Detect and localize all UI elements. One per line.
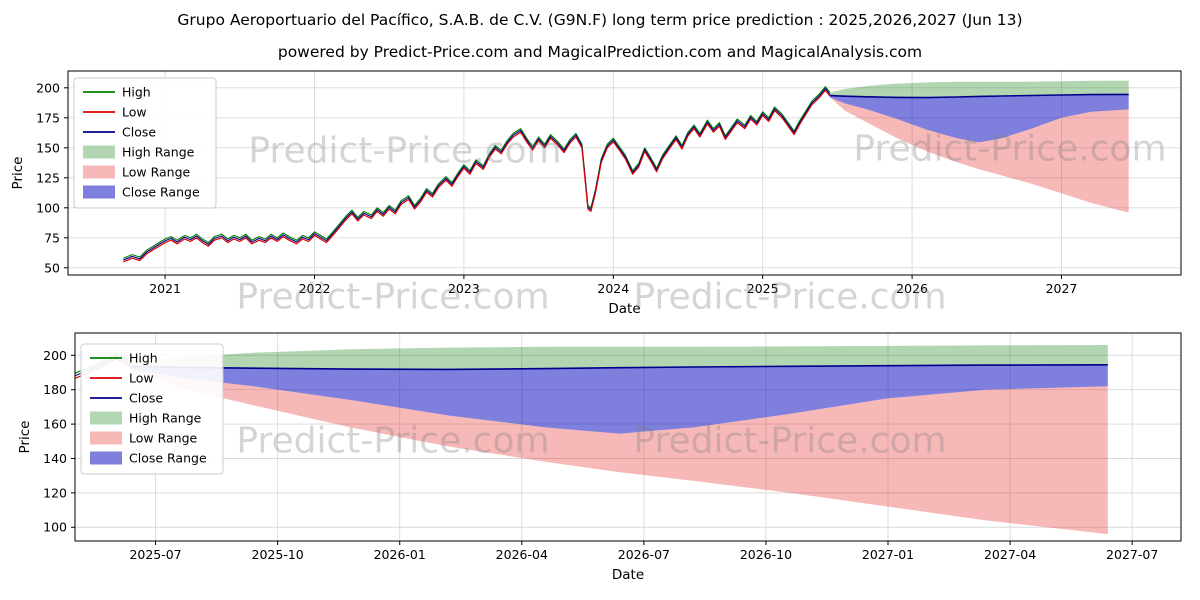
- prediction-chart-ylabel: Price: [17, 421, 33, 454]
- svg-text:2026-10: 2026-10: [740, 547, 792, 562]
- svg-text:50: 50: [44, 260, 60, 275]
- svg-text:2024: 2024: [597, 281, 629, 296]
- svg-text:2025-07: 2025-07: [129, 547, 181, 562]
- legend-label: High Range: [122, 145, 195, 160]
- main-chart-grid: [68, 71, 1181, 275]
- svg-text:2022: 2022: [299, 281, 331, 296]
- legend-label: Low Range: [122, 165, 191, 180]
- main-chart-low-range-band: [829, 97, 1129, 213]
- prediction-chart-high-range-band: [131, 345, 1108, 370]
- svg-text:100: 100: [36, 200, 60, 215]
- legend-label: High Range: [129, 411, 202, 426]
- prediction-chart-tick-labels: 2025-07 2025-10 2026-01 2026-04 2026-07 2026-…: [43, 348, 1158, 562]
- main-chart-spines: [67, 70, 1182, 276]
- svg-text:120: 120: [43, 485, 67, 500]
- legend-label: High: [122, 85, 151, 100]
- main-chart-high-range-band: [829, 80, 1129, 98]
- legend-label: Low: [129, 371, 154, 386]
- svg-text:2026-04: 2026-04: [496, 547, 548, 562]
- legend-label: Close Range: [122, 185, 200, 200]
- main-chart: 2021 2022 2023 2024 2025 2026 2027 50 75 100 125 15…: [10, 70, 1182, 317]
- legend-label: Close: [129, 391, 163, 406]
- svg-text:2025-10: 2025-10: [252, 547, 304, 562]
- main-chart-close-range-band: [829, 94, 1129, 143]
- svg-text:2023: 2023: [448, 281, 480, 296]
- chart-title: Grupo Aeroportuario del Pacífico, S.A.B.…: [177, 11, 1023, 29]
- svg-text:2027-01: 2027-01: [862, 547, 914, 562]
- legend-label: Close: [122, 125, 156, 140]
- svg-text:100: 100: [43, 520, 67, 535]
- prediction-chart-close-range-band: [131, 364, 1108, 434]
- svg-text:150: 150: [36, 140, 60, 155]
- svg-text:2026-01: 2026-01: [374, 547, 426, 562]
- main-chart-legend: High Low Close High Range Low Range Close Ran…: [73, 77, 217, 209]
- prediction-chart: 2025-07 2025-10 2026-01 2026-04 2026-07 2026-…: [17, 332, 1182, 583]
- svg-text:2025: 2025: [747, 281, 779, 296]
- prediction-chart-low-range-band: [131, 369, 1108, 535]
- main-chart-close-line-pred: [829, 93, 1129, 99]
- legend-label: Low: [122, 105, 147, 120]
- svg-text:2027-07: 2027-07: [1106, 547, 1158, 562]
- svg-text:2026: 2026: [896, 281, 928, 296]
- svg-text:160: 160: [43, 417, 67, 432]
- svg-text:2027-04: 2027-04: [984, 547, 1036, 562]
- legend-label: Low Range: [129, 431, 198, 446]
- prediction-chart-spines: [74, 332, 1182, 542]
- svg-text:175: 175: [36, 110, 60, 125]
- svg-text:200: 200: [43, 348, 67, 363]
- svg-text:180: 180: [43, 382, 67, 397]
- legend-label: High: [129, 351, 158, 366]
- main-chart-low-line: [123, 89, 831, 263]
- prediction-chart-xlabel: Date: [612, 567, 644, 583]
- main-chart-close-line-hist: [123, 87, 831, 261]
- prediction-chart-close-line-pred: [131, 363, 1108, 371]
- chart-subtitle: powered by Predict-Price.com and Magical…: [277, 43, 923, 61]
- svg-text:140: 140: [43, 451, 67, 466]
- main-chart-ylabel: Price: [10, 157, 26, 190]
- svg-text:125: 125: [36, 170, 60, 185]
- legend-label: Close Range: [129, 451, 207, 466]
- prediction-chart-legend: High Low Close High Range Low Range Close Ran…: [80, 343, 224, 475]
- main-chart-xlabel: Date: [608, 301, 640, 317]
- main-chart-high-line: [123, 86, 831, 259]
- svg-text:75: 75: [44, 230, 60, 245]
- svg-text:2021: 2021: [149, 281, 181, 296]
- svg-text:2027: 2027: [1046, 281, 1078, 296]
- svg-text:200: 200: [36, 80, 60, 95]
- main-chart-tick-labels: 2021 2022 2023 2024 2025 2026 2027 50 75 100 125 15…: [36, 80, 1077, 296]
- svg-text:2026-07: 2026-07: [618, 547, 670, 562]
